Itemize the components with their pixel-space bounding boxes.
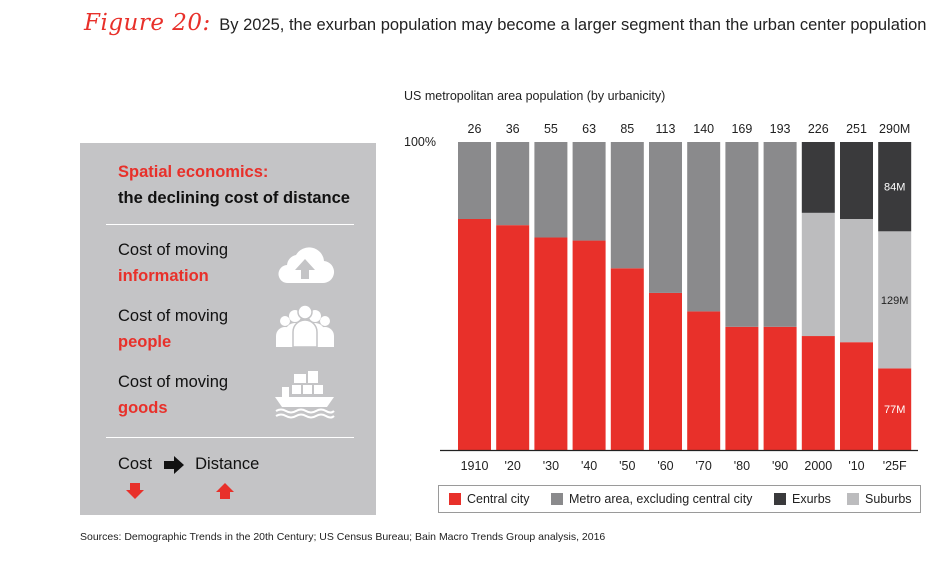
bar-suburbs-25f [878, 231, 912, 369]
cloud-upload-icon [278, 247, 335, 284]
figure-label: Figure 20: [84, 10, 211, 36]
total-label-30: 55 [544, 122, 558, 136]
bar-central-city-2000 [801, 336, 835, 450]
people-group-icon [276, 304, 334, 348]
y-axis-top-label: 100% [404, 135, 436, 149]
legend-item-suburbs: Suburbs [847, 492, 912, 506]
bar-central-city-50 [610, 268, 644, 450]
legend-item-central-city: Central city [449, 492, 530, 506]
x-tick-70: '70 [696, 459, 712, 473]
panel-heading-line2: the declining cost of distance [118, 189, 350, 207]
figure-title-row: Figure 20: By 2025, the exurban populati… [84, 10, 926, 36]
row-goods-prefix: Cost of moving [118, 373, 229, 391]
bar-central-city-10 [840, 342, 873, 450]
arrow-down-icon [126, 483, 144, 499]
legend: Central city Metro area, excluding centr… [438, 485, 921, 513]
total-label-70: 140 [693, 122, 714, 136]
segment-label-suburbs-25f: 129M [881, 295, 909, 307]
legend-item-exurbs: Exurbs [774, 492, 831, 506]
bar-exurbs-10 [840, 142, 873, 219]
cost-label: Cost [118, 455, 152, 474]
x-tick-10: '10 [848, 459, 864, 473]
bar-central-city-80 [725, 326, 759, 450]
bar-central-city-60 [649, 292, 682, 450]
row-people-prefix: Cost of moving [118, 307, 229, 325]
row-people-label: people [118, 333, 172, 351]
total-label-50: 85 [620, 122, 634, 136]
bar-metro-area-excluding-central-city-60 [649, 142, 682, 293]
panel-heading-line1: Spatial economics: [118, 163, 269, 181]
x-tick-20: '20 [505, 459, 521, 473]
panel-divider-bottom [106, 437, 354, 438]
bar-central-city-30 [534, 237, 568, 450]
spatial-economics-panel: Spatial economics: the declining cost of… [80, 143, 376, 515]
bar-exurbs-2000 [801, 142, 835, 213]
bar-central-city-1910 [458, 219, 491, 450]
legend-item-metro-area: Metro area, excluding central city [551, 492, 752, 506]
x-tick-25f: '25F [883, 459, 907, 473]
total-label-90: 193 [770, 122, 791, 136]
bar-central-city-90 [763, 326, 797, 450]
bar-central-city-20 [496, 225, 530, 450]
total-label-2000: 226 [808, 122, 829, 136]
x-tick-1910: 1910 [461, 459, 489, 473]
total-label-1910: 26 [468, 122, 482, 136]
total-label-40: 63 [582, 122, 596, 136]
cargo-ship-icon [275, 371, 335, 419]
bar-metro-area-excluding-central-city-20 [496, 142, 530, 226]
total-label-80: 169 [731, 122, 752, 136]
bar-central-city-70 [687, 311, 721, 450]
legend-swatch-metro-area [551, 493, 563, 505]
bar-central-city-40 [572, 240, 606, 450]
panel-divider [106, 224, 354, 225]
total-label-10: 251 [846, 122, 867, 136]
bar-suburbs-10 [840, 219, 873, 343]
total-label-25f: 290M [879, 122, 910, 136]
bar-metro-area-excluding-central-city-1910 [458, 142, 491, 219]
bar-metro-area-excluding-central-city-80 [725, 142, 759, 327]
arrow-right-icon [163, 455, 184, 474]
source-note: Sources: Demographic Trends in the 20th … [80, 531, 606, 543]
legend-swatch-suburbs [847, 493, 859, 505]
stacked-bar-chart: 100% 26 1910 36 '20 55 '30 63 '40 85 '50 113 '60 140… [404, 122, 918, 473]
legend-swatch-central-city [449, 493, 461, 505]
total-label-60: 113 [656, 122, 676, 136]
distance-label: Distance [195, 455, 260, 474]
bar-suburbs-2000 [801, 212, 835, 337]
arrow-up-icon [216, 483, 234, 499]
bar-central-city-25f [878, 368, 912, 450]
total-label-20: 36 [506, 122, 520, 136]
x-tick-30: '30 [543, 459, 559, 473]
legend-swatch-exurbs [774, 493, 786, 505]
segment-label-central-city-25f: 77M [884, 404, 905, 416]
x-tick-60: '60 [657, 459, 673, 473]
chart-subtitle: US metropolitan area population (by urba… [404, 89, 666, 103]
bar-exurbs-25f [878, 142, 912, 232]
bar-metro-area-excluding-central-city-50 [610, 142, 644, 269]
bar-metro-area-excluding-central-city-70 [687, 142, 721, 312]
x-tick-2000: 2000 [804, 459, 832, 473]
row-information-label: information [118, 267, 209, 285]
bar-metro-area-excluding-central-city-30 [534, 142, 568, 238]
segment-label-exurbs-25f: 84M [884, 182, 905, 194]
row-goods-label: goods [118, 399, 168, 417]
row-information-prefix: Cost of moving [118, 241, 229, 259]
x-tick-90: '90 [772, 459, 788, 473]
bar-metro-area-excluding-central-city-40 [572, 142, 606, 241]
x-tick-50: '50 [619, 459, 635, 473]
bar-metro-area-excluding-central-city-90 [763, 142, 797, 327]
x-tick-40: '40 [581, 459, 597, 473]
cost-distance-row: Cost Distance [118, 455, 259, 474]
figure-title: By 2025, the exurban population may beco… [219, 16, 927, 34]
x-tick-80: '80 [734, 459, 750, 473]
